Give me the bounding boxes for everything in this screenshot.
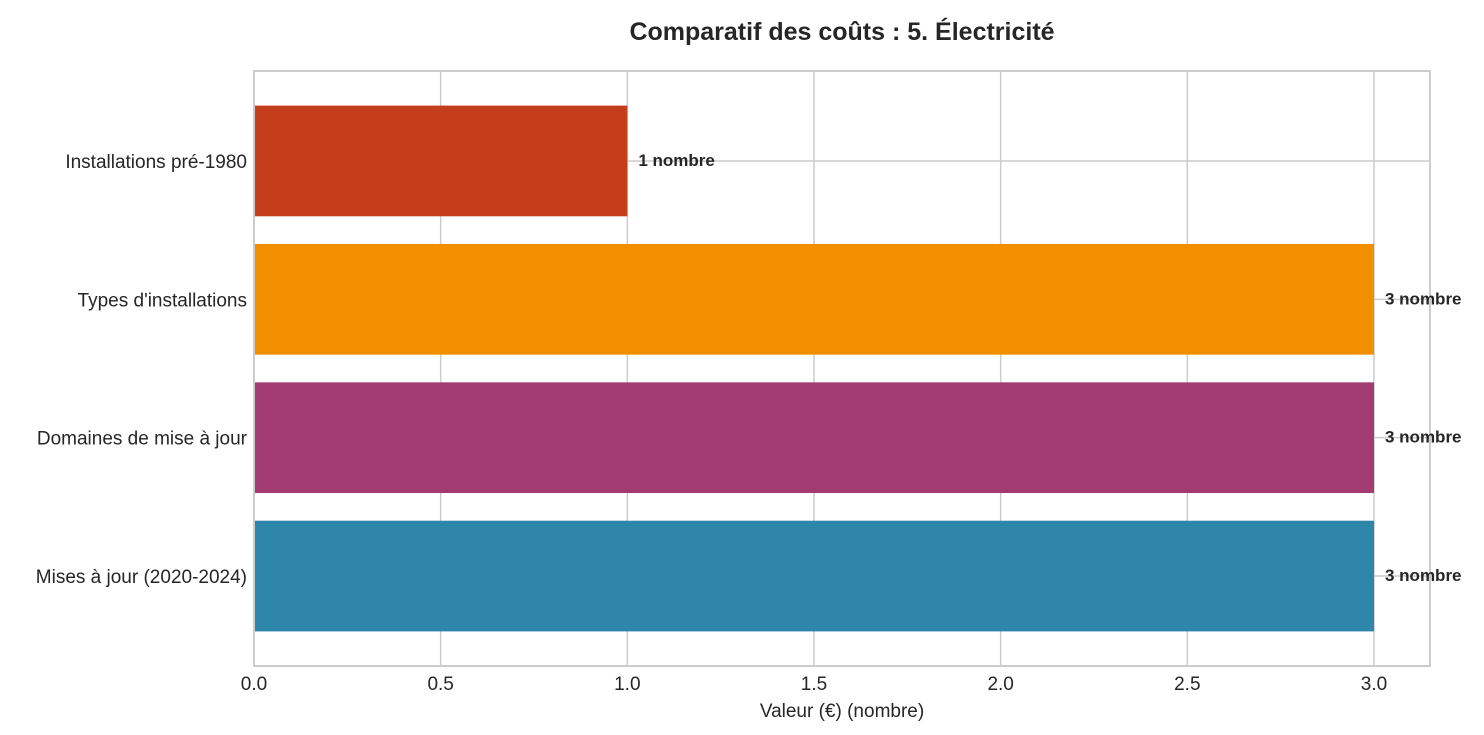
y-axis-ticks: Installations pré-1980 Types d'installati…: [36, 152, 248, 588]
y-tick-label: Mises à jour (2020-2024): [36, 567, 247, 588]
y-tick-label: Installations pré-1980: [65, 152, 247, 173]
x-tick-label: 1.5: [801, 674, 827, 695]
bar: [254, 520, 1374, 632]
x-tick-label: 0.5: [427, 674, 453, 695]
data-label: 1 nombre: [638, 151, 715, 170]
data-labels: 1 nombre 3 nombre 3 nombre 3 nombre: [638, 151, 1461, 585]
data-label: 3 nombre: [1385, 428, 1462, 447]
y-tick-label: Types d'installations: [78, 290, 247, 311]
data-label: 3 nombre: [1385, 566, 1462, 585]
bar: [254, 105, 628, 217]
bar: [254, 382, 1374, 494]
x-axis-ticks: 0.0 0.5 1.0 1.5 2.0 2.5 3.0: [241, 674, 1387, 695]
data-label: 3 nombre: [1385, 289, 1462, 308]
chart-title: Comparatif des coûts : 5. Électricité: [629, 17, 1054, 46]
bar: [254, 243, 1374, 355]
x-tick-label: 2.5: [1174, 674, 1200, 695]
x-axis-label: Valeur (€) (nombre): [760, 701, 924, 722]
x-tick-label: 1.0: [614, 674, 640, 695]
plot-frame: [253, 70, 1431, 667]
x-tick-label: 3.0: [1361, 674, 1387, 695]
x-tick-label: 2.0: [987, 674, 1013, 695]
x-tick-label: 0.0: [241, 674, 267, 695]
bars: [254, 105, 1374, 632]
y-tick-label: Domaines de mise à jour: [37, 429, 248, 450]
